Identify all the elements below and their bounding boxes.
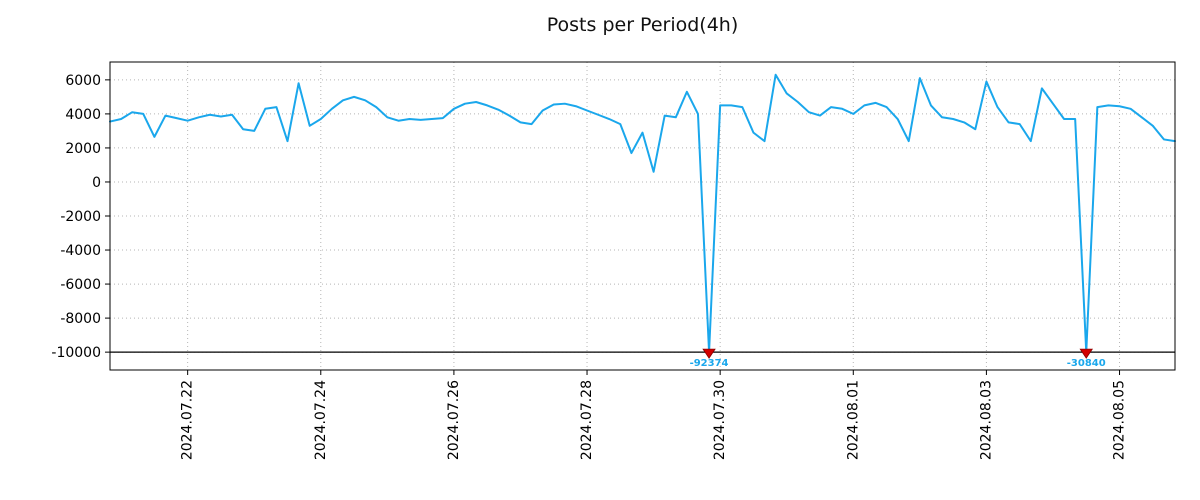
x-tick-label: 2024.07.22 (180, 380, 196, 460)
y-tick-label: 4000 (65, 107, 101, 123)
anomaly-label: -92374 (690, 358, 729, 369)
x-tick-label: 2024.08.05 (1112, 380, 1128, 460)
anomaly-label: -30840 (1067, 358, 1106, 369)
y-tick-label: 2000 (65, 141, 101, 157)
y-tick-label: -6000 (60, 277, 101, 293)
y-tick-label: -8000 (60, 311, 101, 327)
x-tick-label: 2024.08.03 (978, 380, 994, 460)
x-tick-label: 2024.07.24 (313, 380, 329, 460)
anomaly-marker (1079, 348, 1093, 359)
y-tick-label: 6000 (65, 73, 101, 89)
y-tick-label: -10000 (51, 345, 101, 361)
x-tick-label: 2024.07.26 (446, 380, 462, 460)
chart-title: Posts per Period(4h) (546, 14, 739, 36)
series-line (109, 73, 1176, 354)
anomaly-marker (702, 348, 716, 359)
y-tick-label: -2000 (60, 209, 101, 225)
x-tick-label: 2024.07.28 (579, 380, 595, 460)
y-tick-label: 0 (92, 175, 101, 191)
x-tick-label: 2024.07.30 (712, 380, 728, 460)
x-tick-label: 2024.08.01 (845, 380, 861, 460)
y-tick-label: -4000 (60, 243, 101, 259)
